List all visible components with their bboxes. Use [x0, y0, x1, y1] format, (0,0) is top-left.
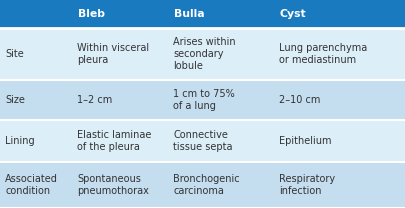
Text: Bleb: Bleb: [78, 9, 105, 19]
Bar: [168, 80, 274, 120]
Text: Respiratory
infection: Respiratory infection: [279, 174, 335, 196]
Bar: [0, 120, 72, 162]
Text: 2–10 cm: 2–10 cm: [279, 95, 320, 105]
Bar: [168, 120, 274, 162]
Text: Arises within
secondary
lobule: Arises within secondary lobule: [173, 37, 236, 71]
Text: Associated
condition: Associated condition: [5, 174, 58, 196]
Bar: [274, 28, 405, 80]
Text: Size: Size: [5, 95, 25, 105]
Bar: [72, 0, 168, 28]
Bar: [274, 120, 405, 162]
Bar: [0, 0, 72, 28]
Text: Bronchogenic
carcinoma: Bronchogenic carcinoma: [173, 174, 240, 196]
Bar: [168, 0, 274, 28]
Text: Within visceral
pleura: Within visceral pleura: [77, 43, 149, 65]
Text: Spontaneous
pneumothorax: Spontaneous pneumothorax: [77, 174, 149, 196]
Bar: [72, 120, 168, 162]
Text: Epithelium: Epithelium: [279, 136, 332, 146]
Text: Lung parenchyma
or mediastinum: Lung parenchyma or mediastinum: [279, 43, 367, 65]
Text: Bulla: Bulla: [174, 9, 205, 19]
Text: Lining: Lining: [5, 136, 34, 146]
Bar: [168, 28, 274, 80]
Text: 1–2 cm: 1–2 cm: [77, 95, 112, 105]
Text: 1 cm to 75%
of a lung: 1 cm to 75% of a lung: [173, 89, 235, 111]
Bar: [274, 162, 405, 208]
Bar: [0, 80, 72, 120]
Bar: [0, 162, 72, 208]
Bar: [72, 162, 168, 208]
Bar: [0, 28, 72, 80]
Text: Cyst: Cyst: [280, 9, 307, 19]
Text: Connective
tissue septa: Connective tissue septa: [173, 130, 232, 152]
Bar: [168, 162, 274, 208]
Bar: [274, 0, 405, 28]
Bar: [72, 28, 168, 80]
Bar: [274, 80, 405, 120]
Text: Site: Site: [5, 49, 24, 59]
Text: Elastic laminae
of the pleura: Elastic laminae of the pleura: [77, 130, 151, 152]
Bar: [72, 80, 168, 120]
